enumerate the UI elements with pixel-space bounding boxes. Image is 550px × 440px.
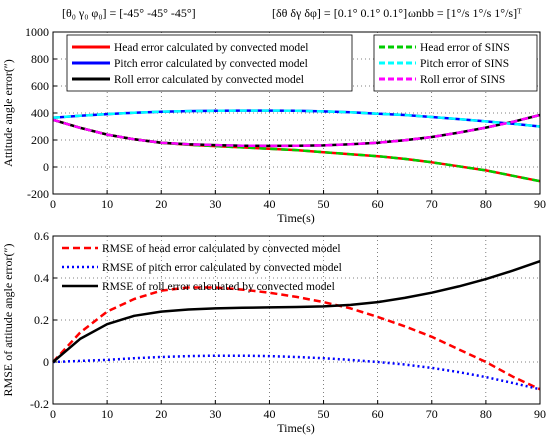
bottom-y-tick-label: -0.2: [30, 397, 49, 411]
legend-label-head-sins: Head error of SINS: [420, 42, 510, 54]
bottom-x-tick-label: 30: [209, 407, 221, 421]
top-y-ticks: -200 0 200 400 600 800 1000: [25, 25, 57, 201]
top-series-line-3: [52, 118, 541, 183]
bottom-legend: RMSE of head error calculated by convect…: [62, 243, 342, 293]
bottom-x-tick-label: 90: [534, 407, 546, 421]
top-y-tick-label: 600: [31, 79, 49, 93]
bottom-series-lines: [52, 260, 541, 391]
bottom-x-tick-label: 60: [372, 407, 384, 421]
bottom-y-tick-label: 0.4: [34, 271, 49, 285]
top-x-ticks: 0 10 20 30 40 50 60 70 80 90: [50, 190, 546, 211]
top-legend-left: Head error calculated by convected model…: [66, 34, 353, 92]
top-x-tick-label: 0: [50, 197, 56, 211]
bottom-y-tick-label: 0: [43, 355, 49, 369]
legend-label-rmse-head: RMSE of head error calculated by convect…: [102, 243, 341, 255]
top-x-tick-label: 20: [155, 197, 167, 211]
legend-label-roll-convected: Roll error calculated by convected model: [114, 74, 304, 86]
legend-label-rmse-pitch: RMSE of pitch error calculated by convec…: [102, 262, 342, 274]
bottom-y-tick-label: 0.6: [34, 229, 49, 243]
top-y-axis-label: Attitude angle error(″): [1, 59, 15, 167]
top-x-axis-label: Time(s): [277, 211, 315, 225]
bottom-y-tick-label: 0.2: [34, 313, 49, 327]
top-legend-left-box: [66, 34, 353, 92]
legend-label-pitch-convected: Pitch error calculated by convected mode…: [114, 58, 308, 70]
top-y-tick-label: 200: [31, 133, 49, 147]
bottom-x-tick-label: 50: [318, 407, 330, 421]
bottom-x-tick-label: 70: [426, 407, 438, 421]
top-legend-right: Head error of SINS Pitch error of SINS R…: [373, 34, 538, 92]
top-x-tick-label: 90: [534, 197, 546, 211]
bottom-chart: 0 10 20 30 40 50 60 70 80 90 -0.200.20.40.6 Time(…: [1, 229, 546, 435]
equation-initial-angles: [θ₀ γ₀ φ₀] = [-45° -45° -45°]: [62, 6, 196, 20]
top-x-tick-label: 60: [372, 197, 384, 211]
bottom-series-line-1: [52, 354, 541, 391]
top-y-tick-label: 1000: [25, 25, 49, 39]
top-x-tick-label: 10: [101, 197, 113, 211]
bottom-x-tick-label: 20: [155, 407, 167, 421]
top-x-tick-label: 80: [480, 197, 492, 211]
bottom-series-line-0: [52, 286, 541, 391]
top-x-tick-label: 50: [318, 197, 330, 211]
bottom-x-tick-label: 40: [263, 407, 275, 421]
top-y-tick-label: 0: [43, 160, 49, 174]
equation-angular-rate: ωnbb = [1°/s 1°/s 1°/s]ᵀ: [408, 6, 522, 20]
top-x-tick-label: 30: [209, 197, 221, 211]
top-chart: [θ₀ γ₀ φ₀] = [-45° -45° -45°] [δθ δγ δφ]…: [1, 6, 546, 225]
bottom-x-ticks: 0 10 20 30 40 50 60 70 80 90: [50, 400, 546, 421]
top-series-lines: [52, 109, 541, 183]
bottom-y-axis-label: RMSE of attitude angle error(″): [1, 244, 15, 397]
bottom-x-axis-label: Time(s): [277, 421, 315, 435]
legend-label-rmse-roll: RMSE of roll error calculated by convect…: [102, 281, 335, 293]
equation-initial-errors: [δθ δγ δφ] = [0.1° 0.1° 0.1°]: [272, 6, 407, 20]
bottom-x-tick-label: 0: [50, 407, 56, 421]
top-series-line-4: [52, 109, 541, 128]
bottom-series-line-2: [52, 260, 541, 363]
top-series-line-5: [52, 113, 541, 148]
top-y-tick-label: 400: [31, 106, 49, 120]
top-series-line-1: [52, 109, 541, 128]
bottom-x-tick-label: 80: [480, 407, 492, 421]
top-x-tick-label: 70: [426, 197, 438, 211]
top-y-tick-label: -200: [27, 187, 49, 201]
legend-label-pitch-sins: Pitch error of SINS: [420, 58, 509, 70]
legend-label-roll-sins: Roll error of SINS: [420, 74, 505, 86]
legend-label-head-convected: Head error calculated by convected model: [114, 42, 308, 54]
top-y-tick-label: 800: [31, 52, 49, 66]
bottom-x-tick-label: 10: [101, 407, 113, 421]
top-x-tick-label: 40: [263, 197, 275, 211]
bottom-y-ticks: -0.2 0 0.2 0.4 0.6: [30, 229, 57, 411]
